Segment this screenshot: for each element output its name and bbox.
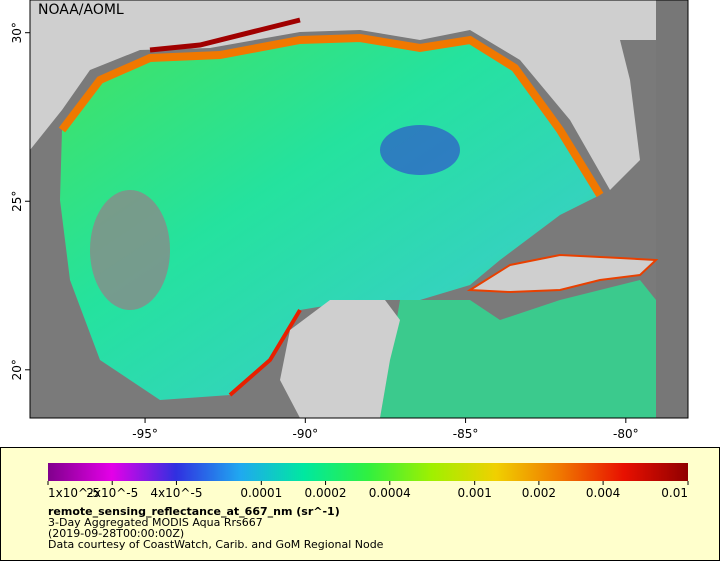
- x-tick-label: -90°: [293, 427, 319, 441]
- colorbar-tick-label: 0.0001: [240, 486, 282, 500]
- data-field: [60, 38, 600, 400]
- watermark: NOAA/AOML: [38, 2, 124, 18]
- legend-line: Data courtesy of CoastWatch, Carib. and …: [48, 538, 384, 551]
- variable-name: remote_sensing_reflectance_at_667_nm (sr…: [48, 505, 340, 518]
- land: [466, 253, 659, 294]
- y-tick-label: 25°: [10, 191, 24, 212]
- y-tick-label: 30°: [10, 22, 24, 43]
- frame: [29, 0, 689, 419]
- x-tick-label: -95°: [132, 427, 158, 441]
- colorbar-tick-label: 0.004: [586, 486, 620, 500]
- colorbar-tick-label: 0.0004: [369, 486, 411, 500]
- cloud-patch: [90, 190, 170, 310]
- x-tick-label: -85°: [453, 427, 479, 441]
- legend-line: 3-Day Aggregated MODIS Aqua Rrs667: [48, 516, 263, 529]
- coastal-high: [228, 308, 302, 397]
- map-area: NOAA/AOML: [29, 0, 689, 419]
- land: [280, 300, 400, 418]
- legend-line: (2019-09-28T00:00:00Z): [48, 527, 184, 540]
- colorbar-tick-label: 0.001: [457, 486, 491, 500]
- data-field: [380, 280, 656, 418]
- colorbar-tick-label: 0.01: [661, 486, 688, 500]
- axes: -95° -90° -85° -80° 30° 25° 20°: [10, 22, 639, 441]
- y-tick-label: 20°: [10, 359, 24, 380]
- colorbar-tick-label: 1x10^-5: [48, 486, 100, 500]
- no-data-band: [656, 0, 688, 418]
- colorbar-bar: [48, 463, 688, 481]
- colorbar-tick-label: 2x10^-5: [86, 486, 138, 500]
- low-patch: [380, 125, 460, 175]
- coastal-high: [58, 33, 604, 198]
- x-tick-label: -80°: [613, 427, 639, 441]
- colorbar-tick-label: 0.002: [522, 486, 556, 500]
- colorbar-tick-label: 0.0002: [305, 486, 347, 500]
- colorbar-tick-label: 4x10^-5: [150, 486, 202, 500]
- coastal-max: [149, 17, 301, 53]
